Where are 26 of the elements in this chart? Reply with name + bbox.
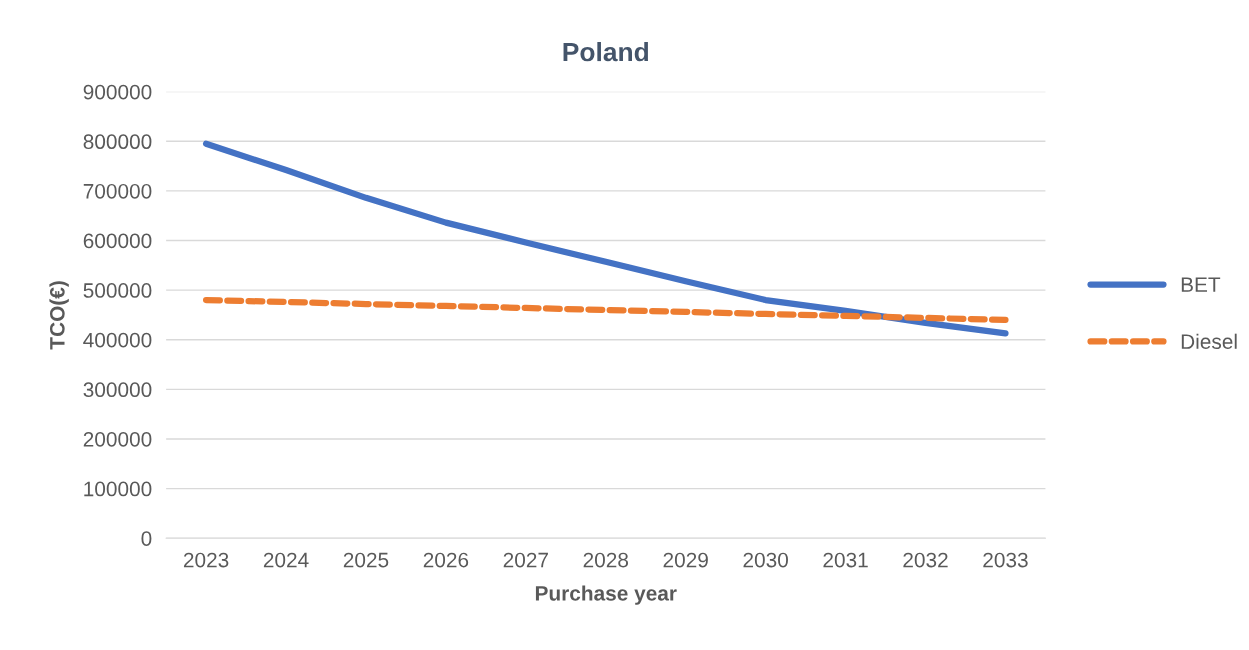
x-tick-label: 2033 (983, 552, 1028, 568)
x-tick-label: 2032 (903, 552, 948, 568)
y-tick-label: 400000 (83, 332, 152, 348)
y-tick-label: 200000 (83, 431, 152, 447)
y-tick-label: 700000 (83, 183, 152, 199)
x-tick-label: 2023 (183, 552, 229, 568)
x-axis-title: Purchase year (535, 585, 677, 605)
x-tick-label: 2025 (343, 552, 389, 568)
y-tick-label: 800000 (83, 134, 152, 150)
x-tick-label: 2026 (423, 552, 469, 568)
y-tick-label: 900000 (83, 84, 152, 100)
y-tick-label: 600000 (83, 233, 152, 249)
legend-label: BET (1181, 277, 1221, 292)
x-tick-label: 2027 (503, 552, 548, 568)
chart-title: Poland (563, 41, 649, 62)
x-tick-label: 2031 (823, 552, 868, 568)
y-tick-label: 0 (141, 531, 152, 546)
legend-label: Diesel (1181, 333, 1237, 349)
x-tick-label: 2028 (583, 552, 629, 568)
y-axis-title: TCO(€) (49, 281, 69, 350)
x-tick-label: 2024 (263, 552, 309, 568)
y-tick-label: 100000 (84, 481, 152, 497)
y-tick-label: 500000 (83, 283, 152, 298)
x-tick-label: 2029 (663, 552, 708, 568)
y-tick-label: 300000 (83, 382, 152, 398)
x-tick-label: 2030 (743, 552, 788, 568)
